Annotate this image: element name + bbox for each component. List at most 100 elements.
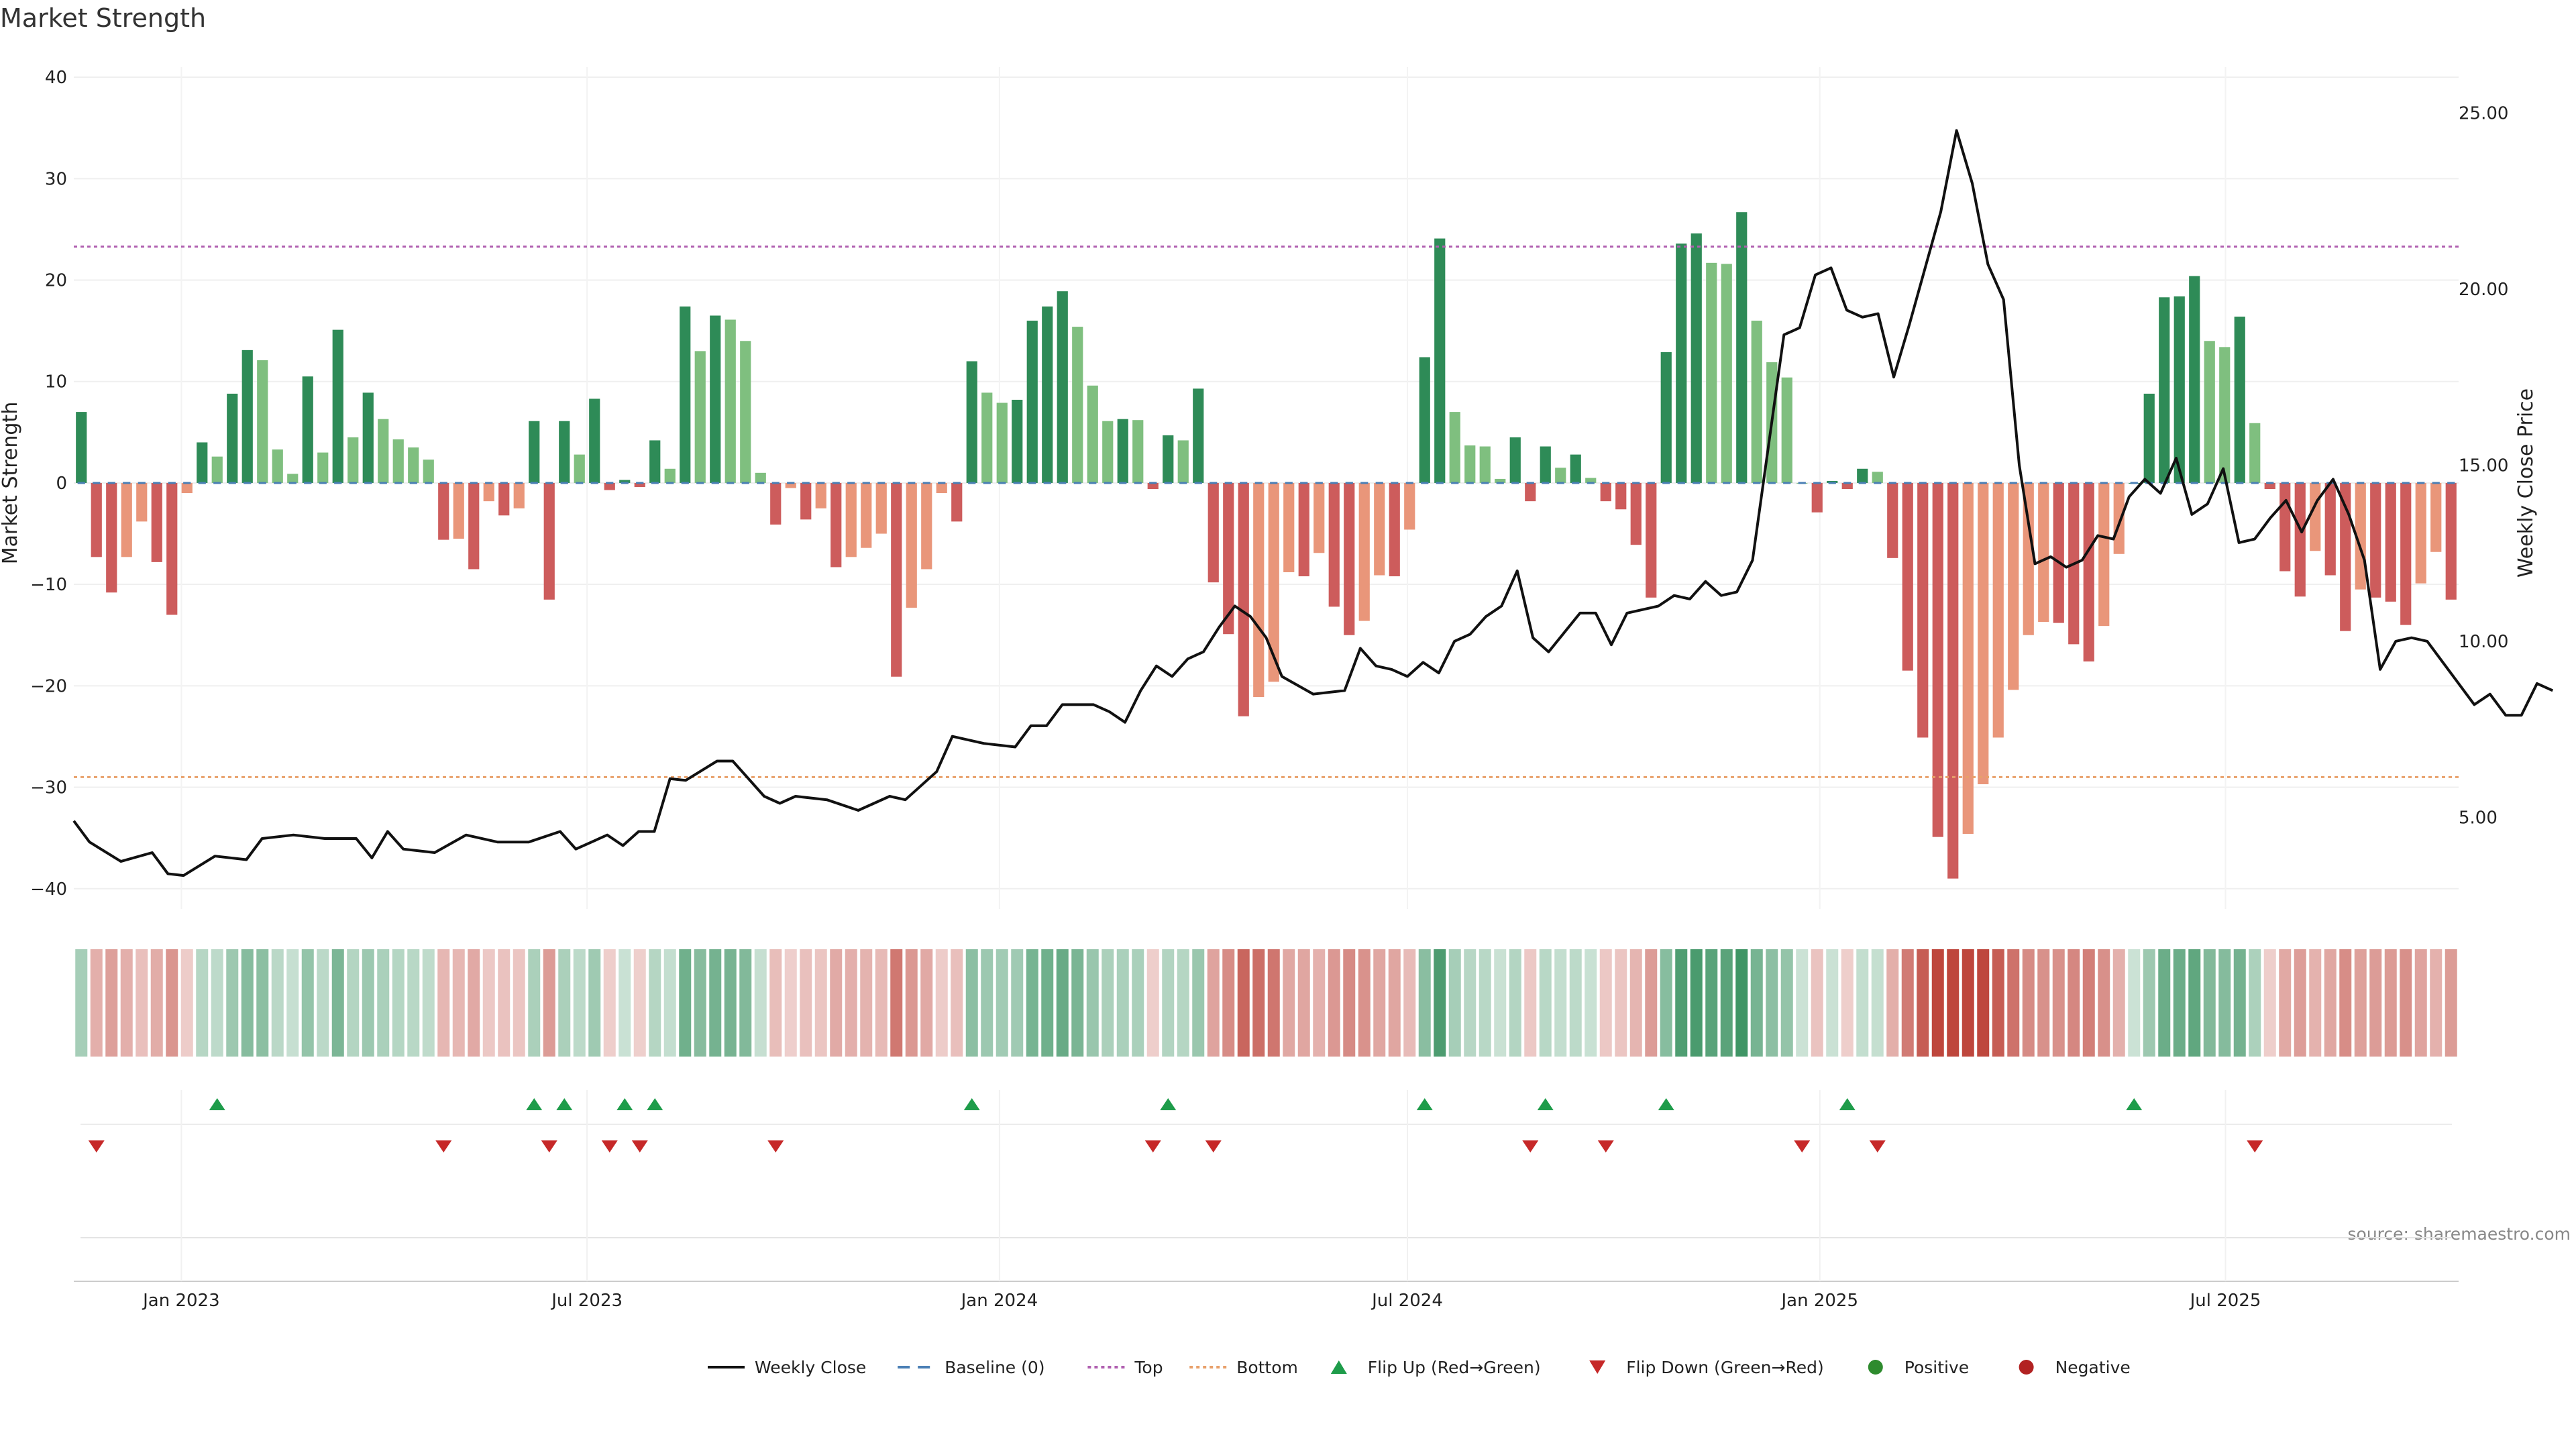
heat-cell <box>498 949 511 1057</box>
strength-bar <box>694 351 706 483</box>
heat-cell <box>362 949 374 1057</box>
strength-bar <box>106 482 117 593</box>
heat-cell <box>2309 949 2322 1057</box>
strength-bar <box>2294 482 2306 597</box>
strength-bar <box>770 482 782 525</box>
strength-bar <box>2174 296 2185 483</box>
heat-cell <box>241 949 254 1057</box>
strength-bar <box>1509 437 1521 483</box>
heat-cell <box>2173 949 2186 1057</box>
heat-cell <box>1720 949 1733 1057</box>
legend-label: Negative <box>2055 1358 2131 1377</box>
legend-label: Baseline (0) <box>945 1358 1044 1377</box>
heat-cell <box>150 949 163 1057</box>
heat-cell <box>105 949 118 1057</box>
strength-bar <box>166 482 178 615</box>
heat-cell <box>860 949 873 1057</box>
strength-bar <box>1555 468 1566 483</box>
heat-cell <box>1826 949 1839 1057</box>
heat-cell <box>1917 949 1929 1057</box>
heat-cell <box>1237 949 1250 1057</box>
strength-bar <box>1690 233 1702 483</box>
strength-bar <box>1917 482 1929 738</box>
flip-up-marker <box>1160 1098 1177 1110</box>
heat-cell <box>814 949 827 1057</box>
y-tick-label: 20 <box>45 271 67 291</box>
heat-cell <box>1780 949 1793 1057</box>
strength-bar <box>2445 482 2457 600</box>
strength-bar <box>1585 478 1597 483</box>
heat-cell <box>981 949 994 1057</box>
strength-bar <box>2279 482 2291 572</box>
y2-tick-label: 20.00 <box>2459 280 2508 300</box>
heat-cell <box>679 949 692 1057</box>
strength-bar <box>1781 377 1792 483</box>
strength-bar <box>2008 482 2019 690</box>
heat-cell <box>1177 949 1189 1057</box>
strength-bar <box>181 482 193 494</box>
heat-cell <box>2188 949 2201 1057</box>
legend-swatch <box>2019 1360 2034 1375</box>
heat-cell <box>543 949 555 1057</box>
strength-bar <box>800 482 812 520</box>
heat-cell <box>1252 949 1265 1057</box>
flip-markers <box>80 1098 2452 1238</box>
strength-bar <box>604 482 615 490</box>
heat-cell <box>1192 949 1205 1057</box>
strength-bar <box>347 437 359 483</box>
strength-bar <box>921 482 932 570</box>
heat-cell <box>1207 949 1220 1057</box>
weekly-close-series <box>72 129 2554 877</box>
heat-cell <box>709 949 722 1057</box>
heat-cell <box>1901 949 1914 1057</box>
heat-cell <box>1102 949 1114 1057</box>
strength-bar <box>1721 264 1732 483</box>
flip-down-marker <box>767 1140 784 1152</box>
strength-bar <box>1992 482 2004 738</box>
heat-strip <box>75 949 2457 1057</box>
strength-bar <box>302 376 313 483</box>
legend-swatch <box>1868 1360 1883 1375</box>
strength-bar <box>1223 482 1234 635</box>
flip-up-marker <box>1416 1098 1433 1110</box>
heat-cell <box>1403 949 1416 1057</box>
strength-bar <box>423 460 434 483</box>
flip-up-marker <box>2126 1098 2143 1110</box>
strength-bar <box>1057 291 1068 483</box>
heat-cell <box>573 949 586 1057</box>
strength-bar <box>755 472 766 483</box>
heat-cell <box>2294 949 2306 1057</box>
strength-bar <box>1962 482 1974 835</box>
y-tick-label: −10 <box>30 575 67 595</box>
strength-bar <box>1072 327 1083 483</box>
strength-bar <box>1344 482 1355 635</box>
heat-cell <box>1629 949 1642 1057</box>
strength-bar <box>589 398 600 483</box>
strength-bar <box>845 482 857 557</box>
heat-cell <box>1675 949 1688 1057</box>
y2-axis-label: Weekly Close Price <box>2514 388 2538 578</box>
heat-cell <box>1056 949 1069 1057</box>
heat-cell <box>2098 949 2110 1057</box>
flip-up-marker <box>1537 1098 1554 1110</box>
strength-bar <box>2310 482 2321 551</box>
heat-cell <box>1418 949 1431 1057</box>
heat-cell <box>1554 949 1567 1057</box>
strength-bar <box>1026 321 1038 483</box>
strength-bar <box>257 360 268 483</box>
heat-cell <box>2279 949 2292 1057</box>
heat-cell <box>633 949 646 1057</box>
strength-bar <box>996 402 1008 483</box>
heat-cell <box>2143 949 2155 1057</box>
heat-cell <box>1660 949 1672 1057</box>
legend-item: Bottom <box>1189 1358 1298 1377</box>
strength-bar <box>619 480 631 483</box>
strength-bar <box>559 421 570 483</box>
heat-cell <box>1086 949 1099 1057</box>
strength-bar <box>151 482 162 562</box>
heat-cell <box>1585 949 1597 1057</box>
heat-cell <box>1464 949 1477 1057</box>
heat-cell <box>663 949 676 1057</box>
strength-bar <box>1902 482 1913 671</box>
x-tick-label: Jan 2025 <box>1780 1291 1859 1311</box>
